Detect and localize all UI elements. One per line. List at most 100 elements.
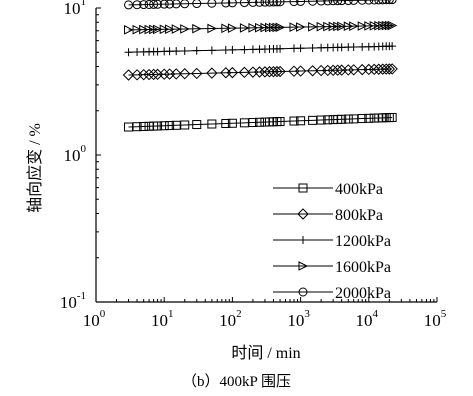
x-tick-label: 100: [83, 308, 106, 330]
series-800kPa: [122, 63, 398, 81]
data-point: [122, 69, 135, 81]
x-tick-label: 105: [424, 308, 447, 330]
legend-marker: [298, 287, 308, 297]
data-point: [272, 0, 282, 7]
data-point: [260, 117, 270, 127]
data-point: [221, 118, 231, 128]
data-point: [260, 22, 271, 33]
y-tick-label: 10-1: [60, 290, 86, 312]
data-point: [386, 63, 398, 75]
data-point: [357, 114, 367, 124]
data-point: [308, 44, 317, 53]
data-point: [206, 67, 218, 79]
data-point: [221, 0, 231, 8]
data-point: [253, 66, 266, 78]
data-point: [207, 119, 217, 129]
data-point: [179, 68, 191, 80]
legend: 400kPa 800kPa 1200kPa 1600kPa 2000kPa: [273, 181, 391, 302]
x-tick-label: 102: [219, 308, 242, 330]
data-point: [171, 24, 182, 34]
data-point: [180, 120, 190, 130]
data-point: [192, 120, 202, 130]
series-400kPa: [124, 112, 397, 132]
data-point: [165, 24, 175, 34]
data-point: [387, 0, 397, 5]
data-point: [132, 24, 143, 35]
legend-marker: [299, 236, 307, 244]
data-point: [274, 65, 286, 78]
series-layer: [122, 0, 398, 132]
data-point: [271, 65, 283, 78]
data-point: [369, 21, 380, 31]
data-point: [380, 63, 392, 75]
data-point: [240, 45, 249, 54]
data-point: [342, 64, 354, 76]
data-point: [308, 22, 318, 32]
data-point: [165, 121, 175, 131]
data-point: [159, 121, 169, 131]
data-point: [248, 23, 259, 33]
data-point: [388, 42, 397, 51]
data-point: [383, 63, 396, 75]
data-point: [158, 68, 170, 80]
data-point: [248, 118, 258, 128]
legend-entry: 1600kPa: [273, 259, 391, 276]
series-line: [128, 116, 393, 128]
data-point: [239, 0, 249, 8]
data-point: [165, 0, 175, 9]
data-point: [296, 0, 306, 6]
data-point: [139, 0, 149, 10]
data-point: [255, 0, 265, 7]
data-point: [349, 21, 359, 31]
data-point: [343, 114, 353, 124]
data-point: [124, 25, 134, 35]
data-point: [192, 23, 202, 34]
data-point: [227, 0, 237, 8]
legend-label: 400kPa: [335, 181, 383, 198]
y-tick-label: 100: [64, 143, 87, 165]
data-point: [368, 63, 380, 76]
data-point: [378, 20, 388, 31]
data-point: [323, 21, 333, 32]
data-point: [143, 68, 155, 81]
data-point: [139, 24, 149, 35]
y-tick-label: 101: [64, 0, 87, 18]
y-axis-label: 轴向应变 / %: [25, 123, 44, 213]
data-point: [159, 0, 169, 9]
data-point: [364, 21, 374, 31]
data-point: [239, 23, 250, 33]
data-point: [171, 0, 181, 9]
data-point: [192, 46, 201, 55]
data-point: [153, 0, 163, 9]
legend-label: 800kPa: [335, 207, 383, 224]
data-point: [144, 24, 155, 35]
data-point: [221, 23, 231, 34]
data-point: [275, 117, 285, 127]
legend-label: 2000kPa: [335, 285, 391, 302]
data-point: [296, 116, 306, 126]
data-point: [374, 0, 384, 5]
data-point: [294, 65, 307, 77]
data-point: [369, 0, 379, 5]
data-point: [124, 122, 134, 132]
data-point: [316, 21, 327, 32]
data-point: [328, 0, 338, 6]
data-point: [149, 0, 159, 9]
data-point: [276, 44, 285, 53]
legend-entry: 400kPa: [273, 181, 383, 198]
data-point: [180, 0, 190, 9]
data-point: [289, 22, 300, 32]
data-point: [347, 64, 360, 76]
data-point: [171, 120, 181, 130]
x-axis-label: 时间 / min: [231, 344, 300, 362]
data-point: [306, 65, 319, 77]
data-point: [349, 114, 359, 124]
legend-entry: 1200kPa: [273, 233, 391, 250]
data-point: [124, 48, 133, 57]
data-point: [153, 121, 163, 131]
data-point: [255, 117, 265, 127]
data-point: [228, 45, 237, 54]
data-point: [343, 21, 354, 32]
